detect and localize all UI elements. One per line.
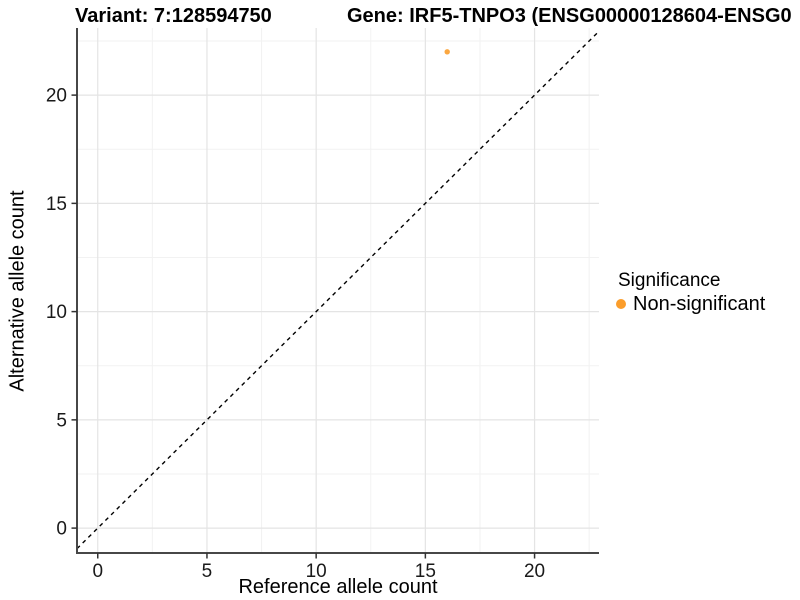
x-tick-label: 0	[92, 561, 103, 582]
y-tick-label: 15	[46, 194, 67, 215]
legend: Significance Non-significant	[616, 269, 765, 316]
legend-item: Non-significant	[616, 292, 765, 316]
y-tick-label: 20	[46, 86, 67, 107]
variant-title: Variant: 7:128594750	[75, 5, 272, 27]
x-tick-label: 15	[415, 561, 436, 582]
y-axis-title: Alternative allele count	[6, 190, 29, 392]
legend-point-icon	[616, 299, 626, 309]
x-tick-label: 20	[524, 561, 545, 582]
legend-title: Significance	[618, 270, 721, 291]
legend-item-label: Non-significant	[633, 293, 766, 315]
y-tick-label: 10	[46, 302, 67, 323]
gene-title: Gene: IRF5-TNPO3 (ENSG00000128604-ENSG0	[347, 5, 792, 27]
data-point	[444, 49, 450, 55]
x-axis-title: Reference allele count	[238, 576, 438, 598]
x-tick-label: 5	[202, 561, 213, 582]
y-tick-label: 0	[56, 519, 67, 540]
y-tick-label: 5	[56, 410, 67, 431]
identity-line	[76, 30, 600, 550]
x-tick-label: 10	[306, 561, 327, 582]
